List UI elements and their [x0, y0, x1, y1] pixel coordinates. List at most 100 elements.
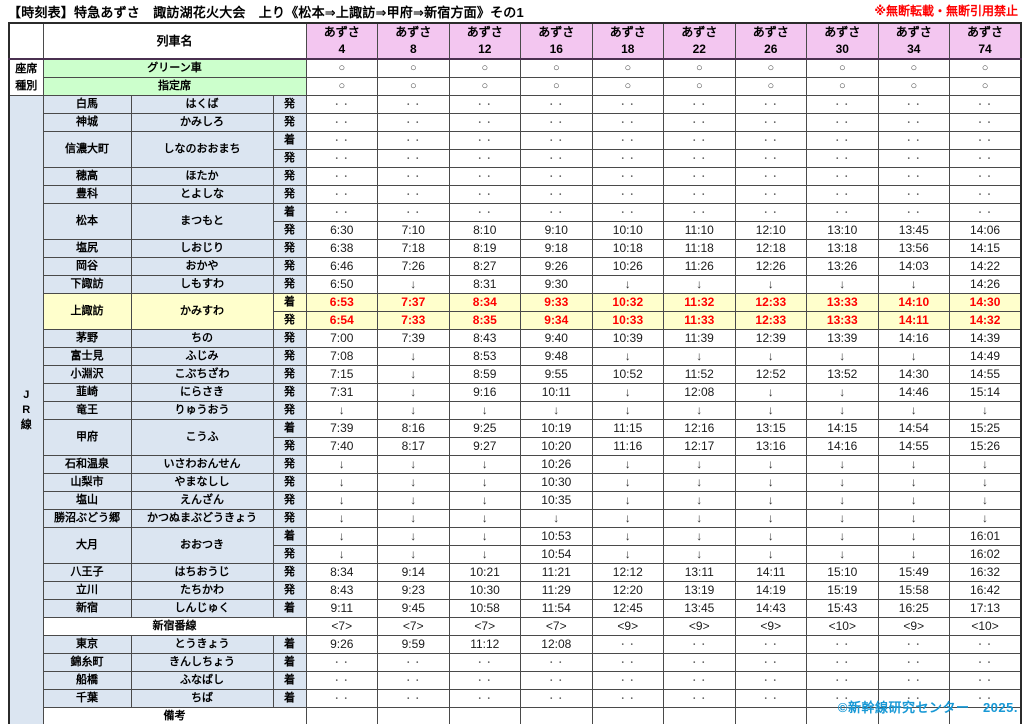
time-cell: 12:33	[734, 293, 808, 312]
arrive-depart-label: 発	[272, 383, 307, 402]
train-brand: あずさ	[895, 25, 932, 39]
time-cell: 10:30	[448, 581, 522, 600]
time-cell: ・・	[520, 671, 593, 690]
train-number: 74	[978, 42, 992, 56]
station-name: 上諏訪	[42, 293, 132, 330]
remarks-cell	[877, 707, 951, 724]
arrive-depart-label: 着	[272, 203, 307, 222]
train-header: あずさ 30	[806, 22, 879, 60]
station-name: 竜王	[42, 401, 132, 420]
time-cell: ・・	[663, 185, 736, 204]
seat-availability-mark: ○	[305, 77, 379, 96]
seat-availability-mark: ○	[591, 58, 665, 78]
platform-cell: <10>	[806, 617, 879, 636]
station-name: 立川	[42, 581, 132, 600]
seat-availability-mark: ○	[663, 77, 736, 96]
time-cell: 16:01	[949, 527, 1022, 546]
time-cell: ↓	[806, 383, 879, 402]
time-cell: ↓	[949, 455, 1022, 474]
station-row: 塩尻 しおじり発 6:38 7:18 8:19 9:18 10:18 11:18 12:18 13…	[9, 239, 1022, 258]
time-cell: 12:08	[663, 383, 736, 402]
time-cell: ・・	[377, 203, 450, 222]
arrive-depart-label: 発	[272, 545, 307, 564]
time-cell: ・・	[520, 95, 593, 114]
time-cell: ↓	[806, 509, 879, 528]
seat-type-header: 座席 種別	[8, 58, 44, 96]
station-row: 石和温泉 いさわおんせん発 ↓ ↓ ↓ 10:26 ↓ ↓ ↓ ↓ ↓ ↓	[9, 455, 1022, 474]
time-cell: ・・	[734, 635, 808, 654]
train-number: 22	[692, 42, 706, 56]
time-cell: ↓	[448, 401, 522, 420]
no-reproduction-notice: ※無断転載・無断引用禁止	[874, 4, 1018, 18]
jr-line-label-char: J	[23, 389, 30, 401]
time-cell: 9:10	[520, 221, 593, 240]
time-cell: 9:25	[448, 419, 522, 438]
time-cell: ↓	[305, 455, 379, 474]
train-number: 26	[764, 42, 778, 56]
time-cell: ・・	[305, 185, 379, 204]
arrive-depart-label: 発	[272, 257, 307, 276]
time-cell: ・・	[949, 203, 1022, 222]
time-cell: ↓	[806, 545, 879, 564]
time-cell: 7:15	[305, 365, 379, 384]
platform-cell: <9>	[734, 617, 808, 636]
time-cell: 7:33	[377, 311, 450, 330]
station-kana: こぶちざわ	[130, 365, 274, 384]
station-name: 富士見	[42, 347, 132, 366]
time-cell: ・・	[305, 671, 379, 690]
time-cell: ↓	[591, 401, 665, 420]
time-cell: ・・	[591, 113, 665, 132]
seat-type-row: 指定席 ○ ○ ○ ○ ○ ○ ○ ○ ○ ○	[9, 77, 1022, 96]
time-cell: 10:19	[520, 419, 593, 438]
train-header: あずさ 12	[448, 22, 522, 60]
station-row: 新宿 しんじゅく着 9:11 9:45 10:58 11:54 12:45 13:45 14:4…	[9, 599, 1022, 618]
arrive-depart-label: 発	[272, 491, 307, 510]
seat-class-label: グリーン車	[42, 58, 307, 78]
time-cell: 9:40	[520, 329, 593, 348]
time-cell: ↓	[734, 275, 808, 294]
seat-availability-mark: ○	[448, 58, 522, 78]
time-cell: 14:15	[949, 239, 1022, 258]
arrive-depart-label: 着	[272, 527, 307, 546]
train-brand: あずさ	[752, 25, 789, 39]
time-cell: ・・	[877, 149, 951, 168]
time-cell: ・・	[591, 149, 665, 168]
time-cell: 6:46	[305, 257, 379, 276]
arrive-depart-label: 発	[272, 221, 307, 240]
station-row: 勝沼ぶどう郷 かつぬまぶどうきょう発 ↓ ↓ ↓ ↓ ↓ ↓ ↓ ↓ ↓ ↓	[9, 509, 1022, 528]
train-brand: あずさ	[323, 25, 360, 39]
arrive-depart-label: 発	[272, 329, 307, 348]
time-cell: 12:16	[663, 419, 736, 438]
time-cell: ・・	[448, 167, 522, 186]
time-cell: ↓	[877, 545, 951, 564]
time-cell: ↓	[520, 509, 593, 528]
time-cell: ・・	[591, 653, 665, 672]
station-row: 八王子 はちおうじ発 8:34 9:14 10:21 11:21 12:12 13:11 14:…	[9, 563, 1022, 582]
time-cell: ・・	[591, 95, 665, 114]
time-cell: 16:42	[949, 581, 1022, 600]
time-cell: ・・	[877, 185, 951, 204]
time-cell: 7:37	[377, 293, 450, 312]
station-row: 松本 まつもと着・・ ・・ ・・ ・・ ・・ ・・ ・・ ・・ ・・ ・・	[9, 203, 1022, 240]
time-cell: ↓	[377, 545, 450, 564]
station-kana: おおつき	[130, 527, 274, 564]
time-cell: 11:52	[663, 365, 736, 384]
time-cell: ↓	[877, 275, 951, 294]
time-cell: 12:18	[734, 239, 808, 258]
station-name: 塩尻	[42, 239, 132, 258]
time-cell: 12:20	[591, 581, 665, 600]
train-number: 30	[835, 42, 849, 56]
time-cell: ・・	[949, 635, 1022, 654]
time-cell: ↓	[377, 473, 450, 492]
arrive-depart-label: 発	[272, 167, 307, 186]
station-row: 神城 かみしろ発・・ ・・ ・・ ・・ ・・ ・・ ・・ ・・ ・・ ・・	[9, 113, 1022, 132]
time-cell: ・・	[377, 113, 450, 132]
time-cell: 12:45	[591, 599, 665, 618]
time-cell: ・・	[734, 185, 808, 204]
time-cell: ↓	[377, 455, 450, 474]
arrive-depart-label: 着	[272, 419, 307, 438]
header-row: 列車名 あずさ 4 あずさ 8 あずさ 12 あずさ 16 あずさ 18 あずさ 22 あずさ 26 あずさ 3…	[8, 22, 1022, 60]
time-cell: 10:35	[520, 491, 593, 510]
time-cell: ↓	[734, 473, 808, 492]
seat-availability-mark: ○	[305, 58, 379, 78]
